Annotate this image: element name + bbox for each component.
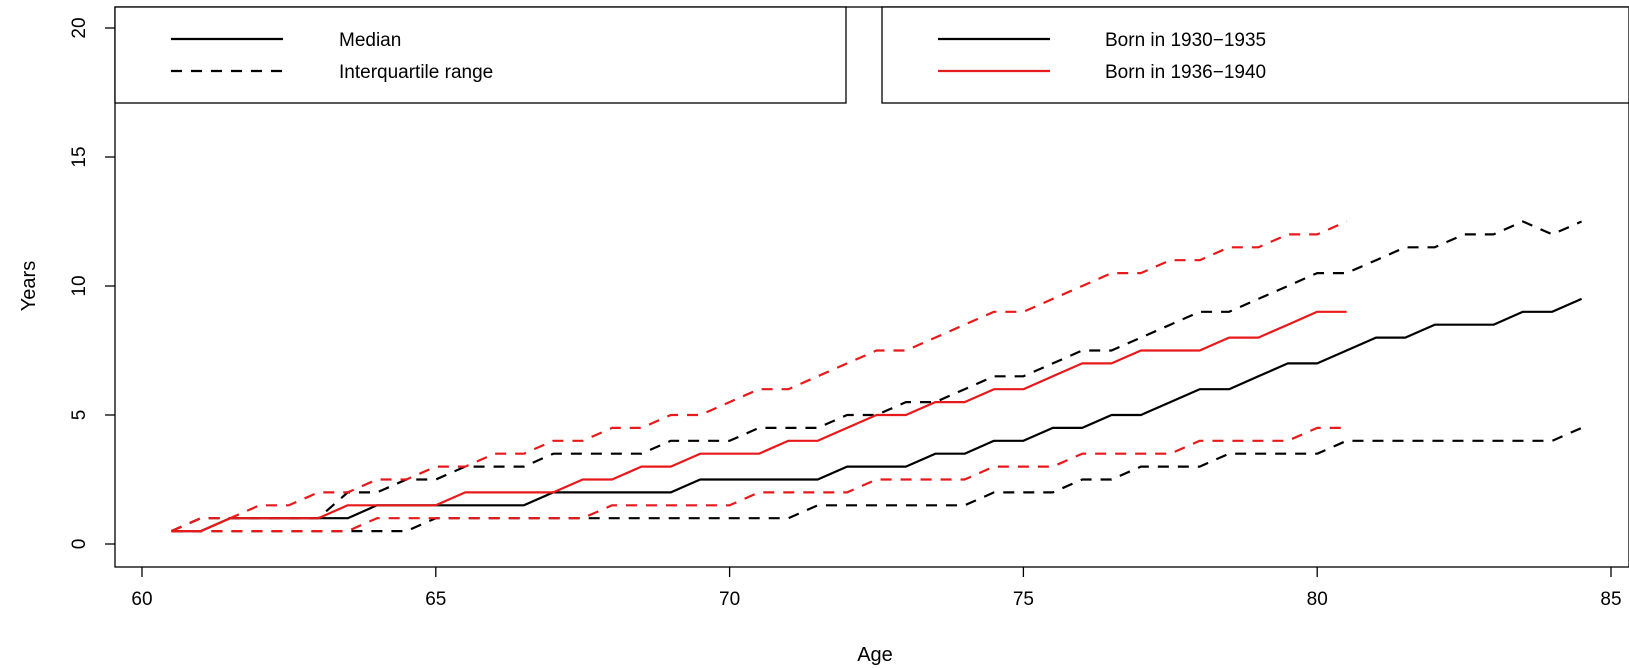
x-tick-label-85: 85 — [1600, 589, 1621, 610]
series-line-c1936-q3 — [170, 220, 1348, 533]
series-line-c1930-q3 — [170, 220, 1583, 533]
x-tick-label-70: 70 — [719, 589, 740, 610]
legend-label-born-1930-1935: Born in 1930−1935 — [1105, 30, 1266, 51]
y-tick-label-15: 15 — [69, 146, 90, 167]
y-tick-label-5: 5 — [69, 410, 90, 421]
legend-label-median: Median — [339, 30, 401, 51]
y-tick-label-0: 0 — [69, 539, 90, 550]
legend-label-born-1936-1940: Born in 1936−1940 — [1105, 62, 1266, 83]
x-tick-label-75: 75 — [1013, 589, 1034, 610]
y-tick-label-10: 10 — [69, 275, 90, 296]
legend-label-interquartile-range: Interquartile range — [339, 62, 493, 83]
x-tick-label-80: 80 — [1307, 589, 1328, 610]
y-axis-title: Years — [18, 261, 40, 311]
plot-frame — [114, 6, 1629, 568]
x-axis: 60 65 70 75 80 85 — [131, 567, 1622, 610]
x-tick-label-60: 60 — [131, 589, 152, 610]
y-tick-label-20: 20 — [69, 17, 90, 38]
legend-cohort-box — [881, 6, 1629, 104]
y-axis: 0 5 10 15 20 — [69, 17, 115, 549]
x-axis-title: Age — [857, 644, 893, 666]
legend-line-type-box — [114, 6, 847, 104]
legend-line-type: Median Interquartile range — [114, 6, 847, 104]
legend-cohort: Born in 1930−1935 Born in 1936−1940 — [881, 6, 1629, 104]
series-layer — [170, 220, 1583, 533]
x-tick-label-65: 65 — [425, 589, 446, 610]
series-line-c1936-median — [171, 310, 1347, 533]
series-line-c1930-q1 — [171, 426, 1583, 533]
